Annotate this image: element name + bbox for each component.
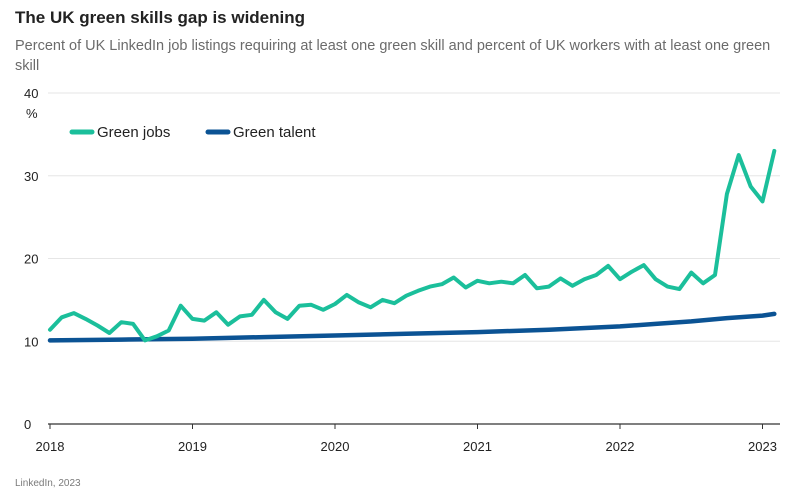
line-chart: 0 10 20 30 40 % 2018 2019 2020 2021 2022 2023 Gre… xyxy=(24,86,780,454)
legend: Green jobs Green talent xyxy=(69,124,316,141)
x-tick-label-2022: 2022 xyxy=(606,439,635,454)
x-tick-label-2021: 2021 xyxy=(463,439,492,454)
series-lines xyxy=(47,148,777,343)
y-axis-unit-label: % xyxy=(26,106,38,121)
x-tick-label-2018: 2018 xyxy=(36,439,65,454)
y-tick-label-10: 10 xyxy=(24,334,38,349)
y-tick-label-0: 0 xyxy=(24,417,31,432)
legend-label-green-talent: Green talent xyxy=(233,124,316,141)
series-line-green-talent xyxy=(47,311,777,343)
chart-subtitle: Percent of UK LinkedIn job listings requ… xyxy=(15,38,771,74)
x-axis-ticks: 2018 2019 2020 2021 2022 2023 xyxy=(36,424,777,454)
x-tick-label-2023: 2023 xyxy=(748,439,777,454)
y-tick-label-40: 40 xyxy=(24,86,38,101)
grid-lines xyxy=(48,92,780,425)
x-tick-label-2020: 2020 xyxy=(321,439,350,454)
source-note: LinkedIn, 2023 xyxy=(15,478,81,489)
y-tick-label-20: 20 xyxy=(24,252,38,267)
y-axis-ticks: 0 10 20 30 40 xyxy=(24,86,38,432)
x-tick-label-2019: 2019 xyxy=(178,439,207,454)
y-tick-label-30: 30 xyxy=(24,169,38,184)
series-line-green-jobs xyxy=(48,148,777,343)
chart-title: The UK green skills gap is widening xyxy=(15,8,306,27)
legend-label-green-jobs: Green jobs xyxy=(97,124,170,141)
